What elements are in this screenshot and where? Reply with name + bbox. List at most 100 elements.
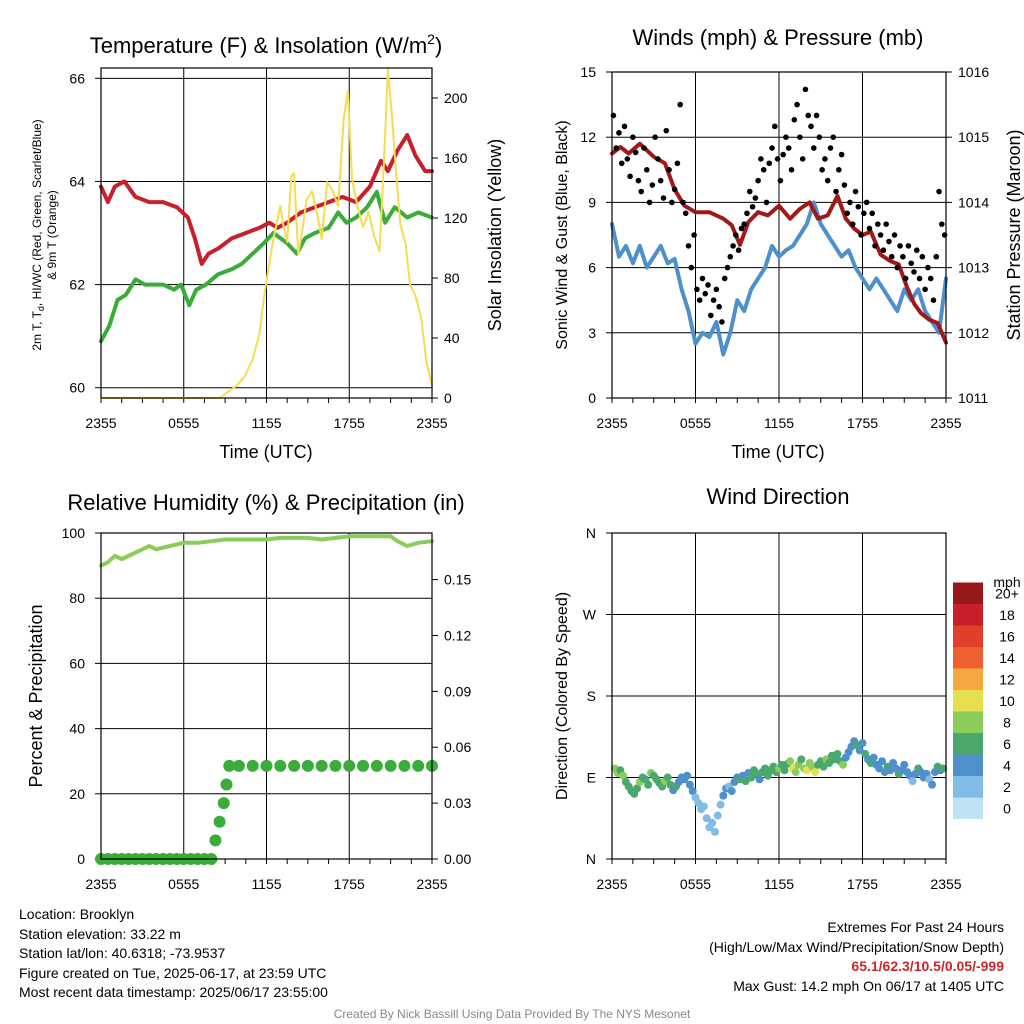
y-tick-label: 64 xyxy=(69,173,85,189)
gust-point xyxy=(760,167,767,173)
precip-point xyxy=(260,759,273,772)
extremes-values: 65.1/62.3/10.5/0.05/-999 xyxy=(851,958,1004,974)
gust-point xyxy=(682,210,689,217)
gust-point xyxy=(660,195,667,201)
gust-point xyxy=(694,286,700,293)
gust-point xyxy=(833,188,839,195)
extremes-description: (High/Low/Max Wind/Precipitation/Snow De… xyxy=(709,938,1004,955)
gust-point xyxy=(649,182,656,188)
direction-point xyxy=(683,771,692,780)
y-tick-label: N xyxy=(586,525,596,541)
gust-point xyxy=(641,145,647,151)
y2-tick-label: 1015 xyxy=(958,129,989,145)
x-tick-label: 1755 xyxy=(847,415,878,431)
direction-point xyxy=(869,753,878,762)
plot-frame xyxy=(611,532,947,860)
colorbar-label: 10 xyxy=(999,693,1015,709)
x-tick-label: 1755 xyxy=(334,415,365,431)
y2-tick-label: 0.12 xyxy=(444,627,471,643)
y-tick-label: 60 xyxy=(69,655,85,671)
gust-point xyxy=(713,286,720,293)
direction-point xyxy=(755,775,764,784)
direction-point xyxy=(900,760,909,769)
direction-point xyxy=(727,787,736,796)
gust-point xyxy=(627,173,633,180)
gust-point xyxy=(749,203,756,210)
precip-point xyxy=(315,759,328,772)
rh-line xyxy=(99,534,434,568)
x-tick-label: 2355 xyxy=(416,876,447,892)
elevation-text: Station elevation: 33.22 m xyxy=(19,925,181,942)
direction-point xyxy=(688,787,697,796)
station-info: Location: Brooklyn Station elevation: 33… xyxy=(19,905,328,1003)
y-tick-label: 20 xyxy=(69,786,85,802)
gust-point xyxy=(655,156,661,162)
gust-point xyxy=(733,232,739,238)
temperature-chart-title: Temperature (F) & Insolation (W/m2) xyxy=(90,31,443,58)
wind-line xyxy=(610,200,948,357)
x-tick-label: 1155 xyxy=(251,876,281,892)
y-tick-label: E xyxy=(587,770,596,786)
precip-point xyxy=(412,759,425,772)
y-tick-label: 100 xyxy=(62,525,86,541)
gust-point xyxy=(763,199,770,206)
gust-point xyxy=(869,210,876,217)
plot-frame xyxy=(100,532,433,860)
gust-point xyxy=(883,221,889,227)
gust-point xyxy=(813,112,820,119)
colorbar-swatch xyxy=(953,754,983,776)
gust-point xyxy=(855,203,862,210)
rh-y-axis-label: Percent & Precipitation xyxy=(26,604,46,787)
gust-point xyxy=(638,188,645,195)
gust-point xyxy=(724,264,731,271)
colorbar-swatch xyxy=(953,668,983,690)
gust-point xyxy=(822,156,828,162)
direction-point xyxy=(791,768,800,777)
gust-point xyxy=(805,112,812,119)
gust-point xyxy=(719,319,725,325)
gust-point xyxy=(808,123,814,130)
gust-point xyxy=(916,275,923,282)
colorbar-label: 4 xyxy=(1003,757,1011,773)
gust-point xyxy=(663,127,670,134)
y2-tick-label: 0.00 xyxy=(444,851,471,867)
latlon-text: Station lat/lon: 40.6318; -73.9537 xyxy=(19,945,226,961)
gust-point xyxy=(680,199,686,206)
gust-point xyxy=(752,195,759,201)
x-tick-label: 1155 xyxy=(764,415,794,431)
direction-point xyxy=(928,780,937,789)
direction-point xyxy=(908,777,917,786)
extremes-info: Extremes For Past 24 Hours (High/Low/Max… xyxy=(709,918,1004,996)
y2-tick-label: 1016 xyxy=(958,64,989,80)
winds-y-axis-label: Sonic Wind & Gust (Blue, Black) xyxy=(554,120,571,349)
recent-data-text: Most recent data timestamp: 2025/06/17 2… xyxy=(19,984,328,1000)
gust-point xyxy=(891,232,898,238)
gust-point xyxy=(816,134,823,140)
precip-point xyxy=(288,759,301,772)
gust-point xyxy=(785,145,792,151)
gust-point xyxy=(643,167,650,173)
gust-point xyxy=(635,177,642,184)
gust-point xyxy=(858,232,864,238)
gust-point xyxy=(746,188,753,195)
direction-point xyxy=(811,768,820,777)
x-tick-label: 1755 xyxy=(847,876,878,892)
colorbar-swatch xyxy=(953,711,983,733)
precip-point xyxy=(343,759,356,772)
gust-point xyxy=(699,275,706,282)
temperature-y-axis-label-line2: & 9m T (Orange) xyxy=(45,190,59,280)
precip-point xyxy=(329,759,342,772)
gust-point xyxy=(688,264,695,271)
rh-chart-title: Relative Humidity (%) & Precipitation (i… xyxy=(67,490,464,515)
colorbar-label: 20+ xyxy=(995,585,1019,601)
precip-point xyxy=(274,759,287,772)
gust-point xyxy=(791,117,798,123)
gust-point xyxy=(863,199,870,206)
series-line xyxy=(99,189,434,344)
gust-point xyxy=(872,243,878,249)
colorbar-swatch xyxy=(953,625,983,647)
gust-point xyxy=(696,297,703,304)
y2-tick-label: 120 xyxy=(444,210,468,226)
max-gust-text: Max Gust: 14.2 mph On 06/17 at 1405 UTC xyxy=(733,977,1004,994)
y-tick-label: W xyxy=(583,607,597,623)
